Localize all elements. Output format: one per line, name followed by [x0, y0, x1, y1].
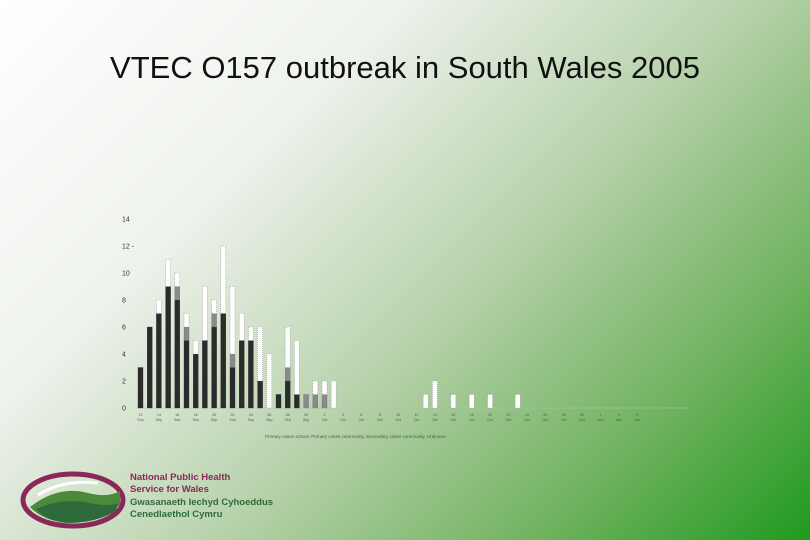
bar-segment: [294, 394, 300, 409]
x-tick-label: 22 Sep: [229, 413, 235, 422]
x-tick-label: 16 Oct: [451, 413, 457, 422]
bar-segment: [165, 286, 171, 409]
logo-line-1: National Public Health: [130, 472, 231, 483]
bar-segment: [330, 380, 337, 409]
bar-segment: [183, 313, 190, 328]
x-tick-label: 26 Sep: [266, 413, 272, 422]
y-tick-label: 8: [122, 298, 126, 305]
bar-segment: [220, 313, 226, 409]
bar-segment: [156, 299, 162, 314]
x-tick-label: 12 Sep: [137, 413, 143, 422]
bar-segment: [487, 394, 493, 409]
bar-segment: [229, 286, 236, 355]
x-tick-label: 30 Oct: [579, 413, 585, 422]
bar-segment: [312, 394, 318, 409]
x-tick-label: 10 Oct: [395, 413, 401, 422]
logo-line-3: Gwasanaeth Iechyd Cyhoeddus: [130, 496, 274, 508]
bar-segment: [285, 380, 291, 409]
bar-segment: [257, 326, 263, 382]
bar-segment: [211, 326, 217, 409]
bar-segment: [321, 394, 328, 409]
bar-segment: [450, 394, 457, 409]
bar-segment: [312, 380, 319, 395]
x-tick-label: 12 Oct: [414, 413, 420, 422]
y-tick-label: 10: [122, 271, 130, 278]
x-tick-label: 30 Sep: [303, 413, 309, 422]
bar-segment: [285, 367, 291, 382]
bar-segment: [239, 340, 245, 409]
bar-segment: [238, 313, 245, 341]
slide-title: VTEC O157 outbreak in South Wales 2005: [110, 50, 700, 85]
x-tick-label: 20 Sep: [211, 413, 217, 422]
bar-segment: [137, 367, 144, 409]
bar-segment: [165, 259, 171, 287]
x-tick-label: 26 Oct: [543, 413, 549, 422]
bar-segment: [192, 340, 199, 355]
x-tick-label: 16 Sep: [174, 413, 180, 422]
y-tick-label: 4: [122, 352, 126, 359]
bar-segment: [220, 245, 227, 314]
bar-segment: [248, 340, 254, 409]
bar-segment: [183, 326, 190, 341]
x-tick-label: 24 Sep: [248, 413, 254, 422]
x-tick-label: 18 Sep: [192, 413, 198, 422]
x-tick-labels: 12 Sep 14 Sep 16 Sep 18 Sep 20 Sep 22 Sep 24 Sep 26 Sep…: [137, 413, 640, 422]
bar-segment: [193, 353, 199, 409]
x-tick-label: 3 Nov: [616, 413, 623, 422]
bar-segment: [147, 326, 153, 409]
y-tick-label: 12 -: [122, 244, 135, 251]
legend: Primary cases school, Primary cases comm…: [265, 434, 447, 439]
bar-segment: [248, 326, 254, 341]
logo-line-4: Cenedlaethol Cymru: [130, 509, 223, 521]
bar-segment: [284, 326, 291, 368]
x-tick-label: 4 Oct: [340, 413, 346, 422]
y-tick-label: 14: [122, 217, 130, 224]
x-tick-label: 8 Oct: [377, 413, 383, 422]
x-tick-label: 28 Sep: [284, 413, 290, 422]
bar-segment: [303, 394, 309, 409]
bar-segment: [202, 340, 208, 409]
x-tick-label: 5 Nov: [634, 413, 641, 422]
x-tick-label: 18 Oct: [469, 413, 475, 422]
bar-segment: [229, 353, 236, 368]
bar-segment: [174, 272, 181, 287]
y-tick-label: 0: [122, 406, 126, 413]
bar-segment: [211, 313, 217, 328]
bar-segment: [229, 367, 236, 409]
bar-segment: [294, 340, 300, 395]
y-tick-label: 2: [122, 379, 126, 386]
bar-segment: [257, 380, 263, 409]
bar-segment: [514, 394, 521, 409]
x-tick-label: 20 Oct: [487, 413, 493, 422]
nphs-logo: [20, 471, 126, 529]
x-tick-label: 28 Oct: [561, 413, 567, 422]
y-tick-labels: 0 2 4 6 8 10 12 - 14: [122, 217, 135, 413]
bar-segment: [174, 299, 180, 409]
bar-segment: [211, 299, 217, 314]
bar-segment: [156, 313, 162, 409]
bars: [137, 245, 521, 409]
bar-segment: [183, 340, 190, 409]
x-tick-label: 2 Oct: [322, 413, 328, 422]
logo-line-2: Service for Wales: [130, 484, 209, 496]
x-tick-label: 6 Oct: [359, 413, 365, 422]
y-tick-label: 6: [122, 325, 126, 332]
bar-segment: [275, 394, 282, 409]
bar-segment: [321, 380, 328, 395]
bar-segment: [422, 394, 429, 409]
x-tick-label: 14 Sep: [156, 413, 162, 422]
bar-segment: [266, 353, 273, 409]
bar-segment: [174, 286, 180, 301]
bar-segment: [432, 380, 438, 409]
x-tick-label: 14 Oct: [432, 413, 438, 422]
x-tick-label: 1 Nov: [597, 413, 604, 422]
nphs-logo-text: National Public Health Service for Wales…: [130, 472, 330, 522]
x-tick-label: 22 Oct: [506, 413, 512, 422]
bar-segment: [468, 394, 475, 409]
x-tick-label: 24 Oct: [524, 413, 530, 422]
bar-segment: [202, 286, 208, 341]
